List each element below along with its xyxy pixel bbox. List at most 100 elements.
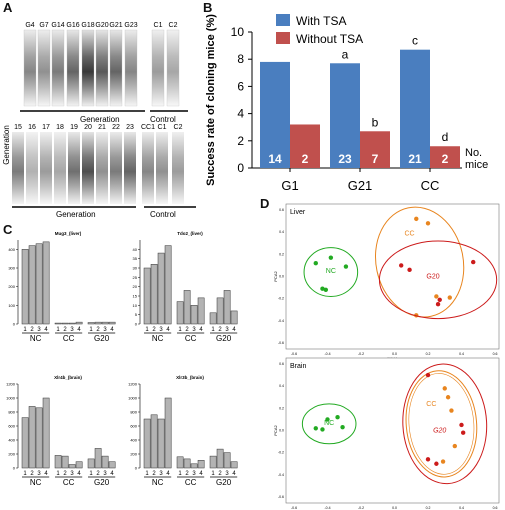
c-group-label: G20 bbox=[216, 334, 232, 343]
b-bar bbox=[400, 49, 430, 168]
c-x-tick-label: 3 bbox=[37, 471, 41, 477]
c-x-tick-label: 4 bbox=[44, 471, 48, 477]
c-x-tick-label: 2 bbox=[185, 471, 189, 477]
c-bar bbox=[164, 245, 172, 325]
d-point bbox=[434, 294, 439, 299]
d-point bbox=[414, 216, 419, 222]
b-y-tick-label: 2 bbox=[237, 134, 244, 148]
row2-lane-label: 15 bbox=[14, 124, 22, 131]
c-group-label: CC bbox=[63, 334, 75, 343]
c-bar bbox=[157, 418, 165, 469]
row2-lane bbox=[156, 132, 168, 204]
row1-lane-label: G4 bbox=[25, 22, 34, 29]
b-y-tick-label: 0 bbox=[237, 161, 244, 175]
row2-lane bbox=[172, 132, 184, 204]
c-bar bbox=[197, 460, 205, 469]
d-y-tick-label: -0.6 bbox=[278, 495, 284, 499]
c-bar bbox=[68, 464, 76, 469]
c-bar bbox=[108, 461, 116, 469]
c-chart-title: Mug3_(liver) bbox=[55, 231, 82, 236]
c-y-tick-label: 25 bbox=[133, 275, 138, 280]
d-plot-frame bbox=[285, 357, 500, 504]
d-x-tick-label: 0.2 bbox=[426, 352, 431, 356]
panel-a-gels: G4 G7 G14 G16 G18 G20 G21 G23 C1 C2 Generation Co… bbox=[2, 22, 196, 219]
b-significance-letter: a bbox=[342, 47, 349, 61]
c-y-tick-label: 35 bbox=[133, 256, 138, 261]
c-group-label: G20 bbox=[94, 478, 110, 487]
d-point bbox=[328, 255, 334, 260]
c-x-tick-label: 2 bbox=[152, 327, 156, 333]
c-x-tick-label: 2 bbox=[96, 471, 100, 477]
c-bar bbox=[108, 321, 116, 325]
c-y-tick-label: 600 bbox=[130, 424, 137, 429]
b-bar-count: 21 bbox=[408, 152, 422, 166]
d-point bbox=[442, 386, 447, 391]
c-bar bbox=[176, 456, 184, 469]
row1-lane-label: G21 bbox=[109, 22, 122, 29]
c-y-tick-label: 0 bbox=[135, 466, 138, 471]
d-y-tick-label: -0.4 bbox=[278, 319, 284, 323]
d-group-ellipse bbox=[405, 370, 478, 478]
d-y-tick-label: 0.4 bbox=[279, 384, 284, 388]
c-y-tick-label: 1000 bbox=[128, 396, 138, 401]
b-bar bbox=[260, 61, 290, 168]
panel-c-letter: C bbox=[3, 222, 13, 237]
d-point bbox=[320, 427, 325, 432]
d-y-tick-label: -0.6 bbox=[278, 341, 284, 345]
c-y-tick-label: 800 bbox=[130, 410, 137, 415]
d-group-ellipse bbox=[408, 373, 475, 475]
c-x-tick-label: 3 bbox=[103, 471, 107, 477]
row1-lane bbox=[95, 29, 109, 107]
c-y-tick-label: 5 bbox=[135, 312, 138, 317]
d-y-tick-label: 0.2 bbox=[279, 406, 284, 410]
row2-lane-label: 23 bbox=[126, 124, 134, 131]
d-y-tick-label: -0.4 bbox=[278, 473, 284, 477]
d-x-tick-label: -0.2 bbox=[358, 352, 364, 356]
d-group-label: G20 bbox=[426, 274, 439, 281]
row1-lane-label: G18 bbox=[81, 22, 94, 29]
row1-lane bbox=[124, 29, 138, 107]
c-bar bbox=[157, 252, 165, 325]
c-bar bbox=[150, 414, 158, 469]
b-y-axis-label: Success rate of cloning mice (%) bbox=[205, 14, 217, 186]
c-bar bbox=[54, 455, 62, 469]
d-y-tick-label: 0.0 bbox=[279, 275, 284, 279]
d-pca-plot: Brain -0.6 -0.4 -0.2 0.0 0.2 0.4 0.6 -0.6 -0.4 -0.… bbox=[273, 357, 500, 510]
d-point bbox=[325, 417, 330, 422]
row2-lane-label: C2 bbox=[174, 124, 183, 131]
row2-lane bbox=[12, 132, 24, 204]
c-x-tick-label: 3 bbox=[192, 327, 196, 333]
c-bar bbox=[197, 297, 205, 325]
d-point bbox=[320, 286, 325, 291]
b-bar bbox=[430, 146, 460, 168]
c-y-tick-label: 15 bbox=[133, 294, 138, 299]
c-bar bbox=[183, 290, 191, 325]
c-bar bbox=[216, 297, 224, 325]
c-y-tick-label: 0 bbox=[13, 322, 16, 327]
c-x-tick-label: 2 bbox=[152, 471, 156, 477]
c-bar bbox=[176, 301, 184, 325]
row2-generation-label: Generation bbox=[56, 210, 96, 219]
c-x-tick-label: 4 bbox=[166, 327, 170, 333]
d-point bbox=[425, 221, 431, 226]
row2-lane-label: 16 bbox=[28, 124, 36, 131]
d-x-tick-label: 0.6 bbox=[493, 352, 498, 356]
c-bar bbox=[42, 397, 50, 469]
side-generation-label: Generation bbox=[2, 125, 11, 165]
c-x-tick-label: 4 bbox=[199, 327, 203, 333]
c-x-tick-label: 1 bbox=[56, 327, 60, 333]
c-y-tick-label: 200 bbox=[130, 452, 137, 457]
d-x-tick-label: 0.2 bbox=[426, 506, 431, 510]
c-y-tick-label: 400 bbox=[8, 247, 15, 252]
b-y-tick-label: 10 bbox=[231, 25, 245, 39]
d-point bbox=[335, 415, 340, 420]
row1-lane-label: G16 bbox=[66, 22, 79, 29]
c-x-tick-label: 3 bbox=[70, 471, 74, 477]
c-x-tick-label: 1 bbox=[178, 327, 182, 333]
d-point bbox=[313, 261, 318, 266]
c-bar bbox=[21, 417, 29, 469]
c-x-tick-label: 2 bbox=[63, 327, 67, 333]
c-y-tick-label: 1000 bbox=[6, 396, 16, 401]
row1-lane bbox=[66, 29, 80, 107]
